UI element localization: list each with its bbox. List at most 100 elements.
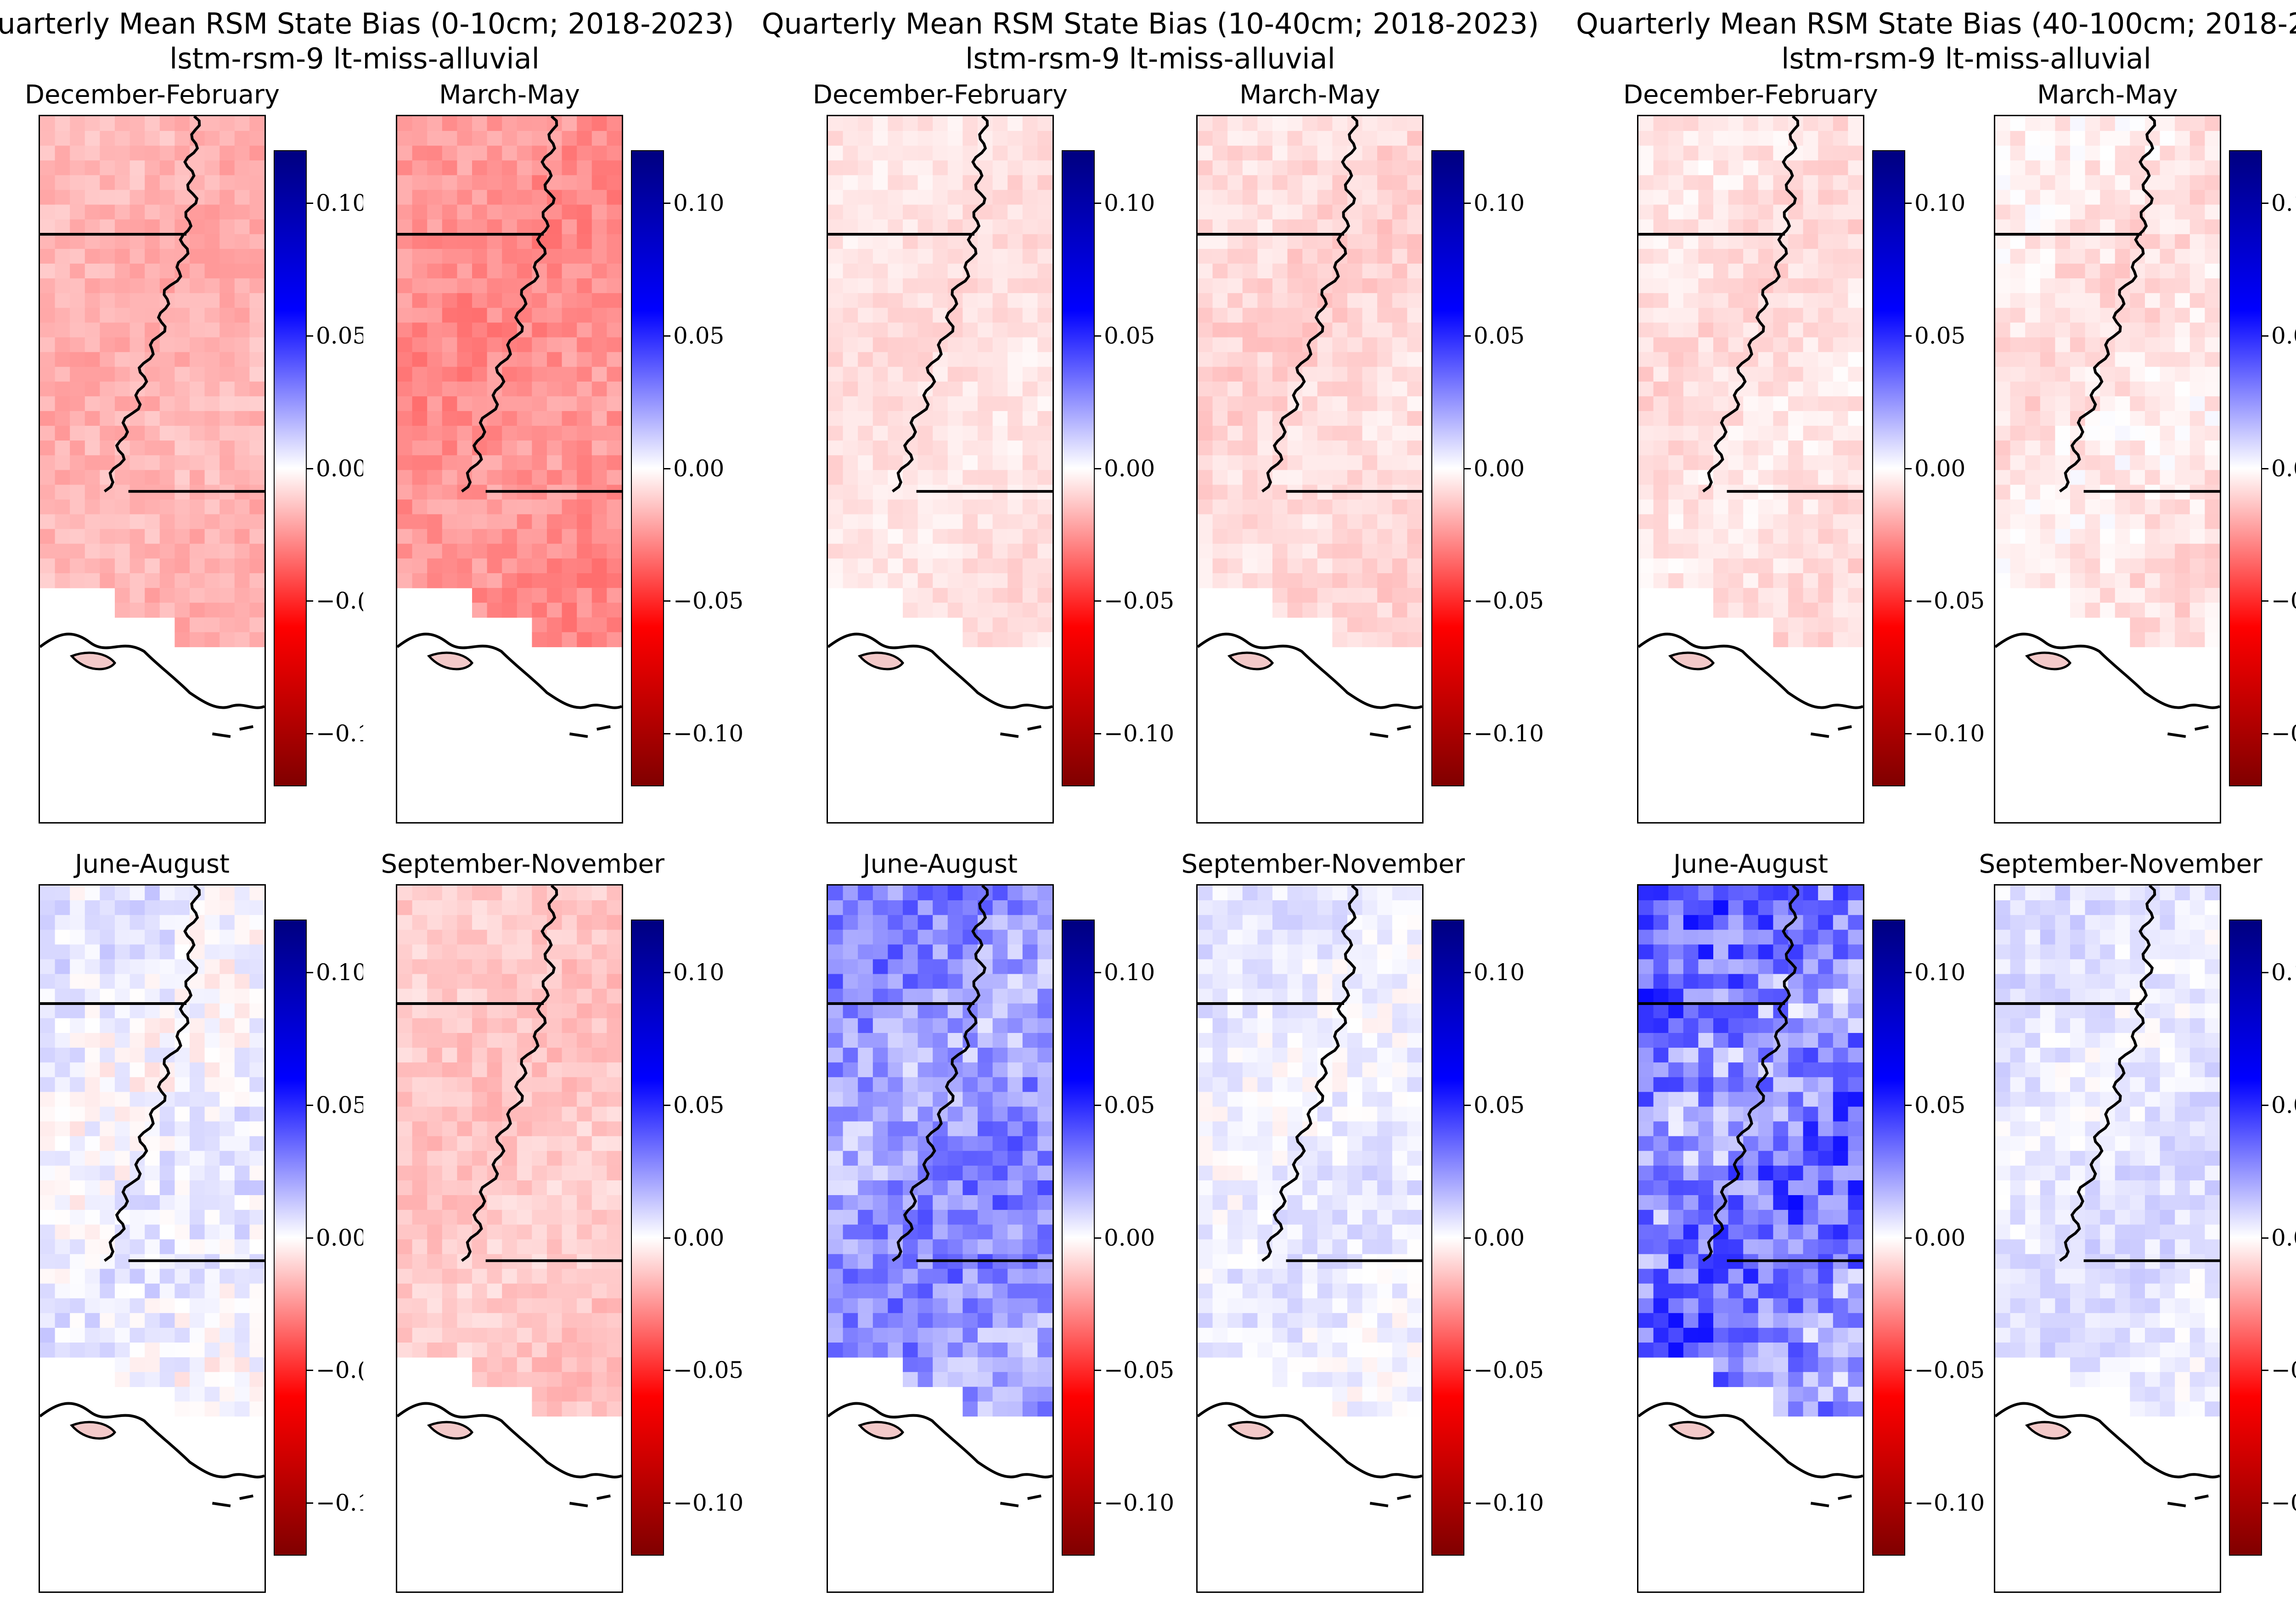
heatmap-cell xyxy=(2160,116,2175,131)
heatmap-cell xyxy=(872,248,888,264)
heatmap-cell xyxy=(607,1062,622,1078)
heatmap-cell xyxy=(502,1225,518,1240)
heatmap-cell xyxy=(1302,558,1318,574)
heatmap-cell xyxy=(55,411,70,426)
colorbar-tick-label: 0.00 xyxy=(673,1224,725,1251)
heatmap-cell xyxy=(1257,131,1273,146)
heatmap-cell xyxy=(84,278,100,293)
heatmap-cell xyxy=(992,1210,1008,1225)
heatmap-cell xyxy=(84,900,100,915)
heatmap-cell xyxy=(1638,543,1654,559)
river-border xyxy=(1702,116,1800,493)
heatmap-cell xyxy=(1848,131,1863,146)
heatmap-cell xyxy=(487,1372,502,1387)
heatmap-cell xyxy=(115,1269,130,1284)
heatmap-cell xyxy=(562,529,577,544)
heatmap-cell xyxy=(1833,190,1848,205)
heatmap-cell xyxy=(1317,234,1333,249)
colorbar-tick xyxy=(307,972,313,974)
heatmap-cell xyxy=(607,1343,622,1358)
heatmap-cell xyxy=(562,974,577,989)
heatmap-cell xyxy=(1668,278,1684,293)
heatmap-cell xyxy=(1212,485,1228,500)
heatmap-cell xyxy=(547,219,563,235)
heatmap-cell xyxy=(562,426,577,441)
heatmap-cell xyxy=(992,1136,1008,1151)
heatmap-cell xyxy=(427,900,443,915)
heatmap-cell xyxy=(872,1313,888,1328)
heatmap-cell xyxy=(517,116,532,131)
heatmap-cell xyxy=(1833,381,1848,397)
heatmap-cell xyxy=(472,1165,488,1181)
heatmap-cell xyxy=(917,1283,933,1299)
heatmap-cell xyxy=(70,988,85,1004)
heatmap-cell xyxy=(174,1136,190,1151)
heatmap-cell xyxy=(2085,234,2100,249)
heatmap-cell xyxy=(888,426,903,441)
heatmap-cell xyxy=(1833,558,1848,574)
heatmap-cell xyxy=(190,1136,205,1151)
heatmap-cell xyxy=(502,1048,518,1063)
heatmap-cell xyxy=(397,131,413,146)
heatmap-cell xyxy=(204,426,220,441)
heatmap-cell xyxy=(427,514,443,530)
heatmap-cell xyxy=(397,352,413,367)
heatmap-cell xyxy=(397,470,413,485)
heatmap-cell xyxy=(1773,411,1789,426)
heatmap-cell xyxy=(502,603,518,618)
heatmap-cell xyxy=(1995,529,2011,544)
heatmap-cell xyxy=(442,1151,457,1166)
heatmap-cell xyxy=(562,308,577,323)
heatmap-cell xyxy=(55,988,70,1004)
heatmap-cell xyxy=(517,1033,532,1048)
heatmap-cell xyxy=(219,1225,235,1240)
heatmap-cell xyxy=(1302,1033,1318,1048)
heatmap-cell xyxy=(412,146,428,161)
heatmap-cell xyxy=(1198,337,1213,353)
heatmap-cell xyxy=(933,234,948,249)
heatmap-cell xyxy=(1287,558,1303,574)
heatmap-cell xyxy=(828,1195,844,1210)
heatmap-cell xyxy=(1007,131,1023,146)
heatmap-cell xyxy=(219,1018,235,1033)
heatmap-cell xyxy=(472,219,488,235)
heatmap-cell xyxy=(1848,455,1863,470)
heatmap-cell xyxy=(1377,322,1393,338)
heatmap-cell xyxy=(129,308,145,323)
heatmap-cell xyxy=(70,959,85,975)
heatmap-cell xyxy=(1995,573,2011,588)
heatmap-cell xyxy=(115,514,130,530)
heatmap-cell xyxy=(174,1210,190,1225)
heatmap-cell xyxy=(442,455,457,470)
heatmap-cell xyxy=(978,1165,993,1181)
heatmap-cell xyxy=(1302,959,1318,975)
heatmap-cell xyxy=(219,219,235,235)
heatmap-cell xyxy=(1242,988,1258,1004)
heatmap-cell xyxy=(1758,190,1773,205)
heatmap-cell xyxy=(1007,337,1023,353)
heatmap-cell xyxy=(562,1062,577,1078)
heatmap-cell xyxy=(1272,248,1288,264)
heatmap-cell xyxy=(577,131,592,146)
heatmap-cell xyxy=(2070,175,2086,191)
heatmap-cell xyxy=(933,219,948,235)
heatmap-cell xyxy=(457,352,473,367)
heatmap-cell xyxy=(1347,263,1363,279)
heatmap-cell xyxy=(55,1165,70,1181)
heatmap-cell xyxy=(1698,131,1714,146)
heatmap-cell xyxy=(2040,543,2055,559)
heatmap-cell xyxy=(978,293,993,308)
heatmap-cell xyxy=(457,219,473,235)
heatmap-cell xyxy=(933,1077,948,1092)
heatmap-cell xyxy=(1788,470,1804,485)
heatmap-cell xyxy=(2025,308,2041,323)
heatmap-cell xyxy=(115,204,130,220)
heatmap-cell xyxy=(397,988,413,1004)
heatmap-cell xyxy=(517,1121,532,1137)
heatmap-cell xyxy=(2160,411,2175,426)
heatmap-cell xyxy=(1407,603,1422,618)
heatmap-cell xyxy=(2010,485,2026,500)
heatmap-cell xyxy=(1227,248,1243,264)
heatmap-cell xyxy=(1995,396,2011,412)
heatmap-cell xyxy=(457,886,473,901)
